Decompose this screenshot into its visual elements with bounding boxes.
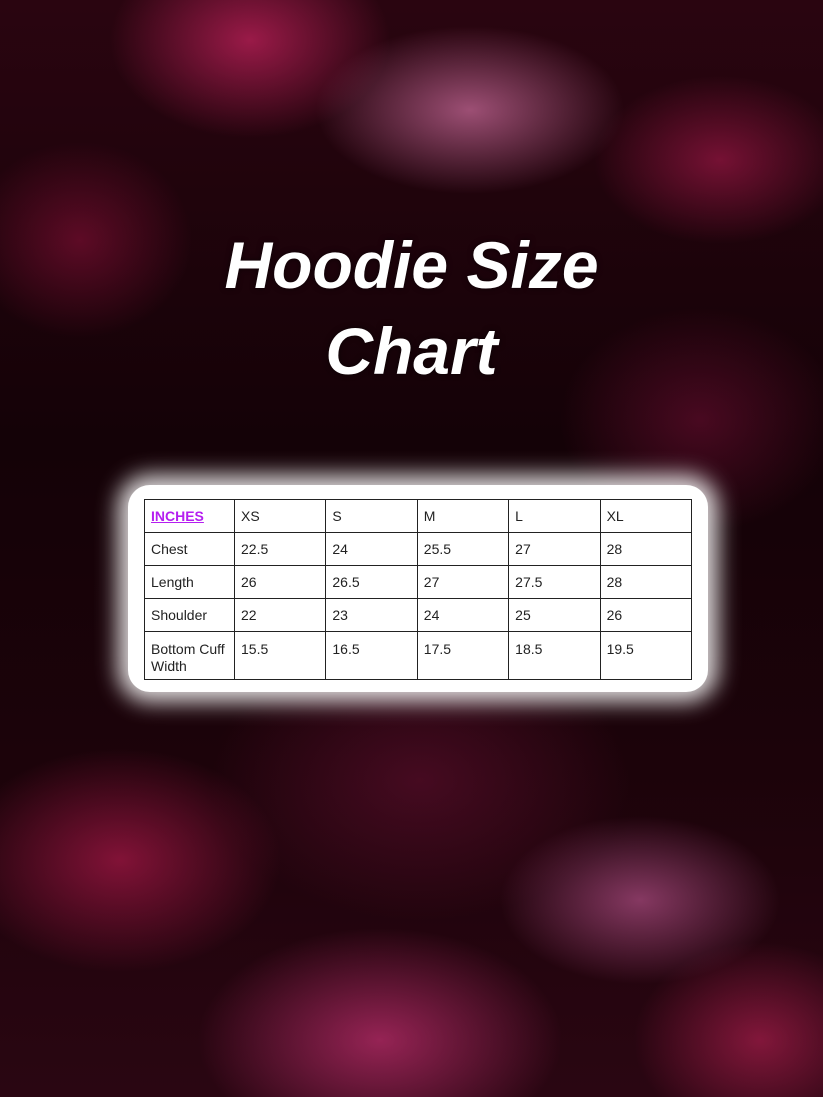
table-cell: 26 — [599, 598, 693, 632]
table-cell: 26 — [233, 565, 327, 599]
column-header: XL — [599, 499, 693, 533]
table-cell: 24 — [325, 532, 418, 566]
table-row: Bottom Cuff Width 15.5 16.5 17.5 18.5 19… — [144, 631, 693, 680]
row-label: Bottom Cuff Width — [144, 631, 235, 680]
row-label: Length — [144, 565, 235, 599]
table-cell: 24 — [416, 598, 510, 632]
table-cell: 28 — [599, 565, 693, 599]
table-cell: 25 — [508, 598, 601, 632]
size-table: INCHES XS S M L XL Chest 22.5 24 25.5 27… — [144, 499, 693, 680]
title-line-2: Chart — [325, 314, 498, 388]
row-label: Shoulder — [144, 598, 235, 632]
table-row: Shoulder 22 23 24 25 26 — [144, 598, 693, 632]
column-header: S — [325, 499, 418, 533]
table-cell: 18.5 — [508, 631, 601, 680]
unit-header: INCHES — [144, 499, 235, 533]
table-cell: 15.5 — [233, 631, 327, 680]
table-cell: 27 — [416, 565, 510, 599]
column-header: L — [508, 499, 601, 533]
table-cell: 28 — [599, 532, 693, 566]
table-cell: 27 — [508, 532, 601, 566]
table-cell: 27.5 — [508, 565, 601, 599]
table-row: Length 26 26.5 27 27.5 28 — [144, 565, 693, 599]
row-label: Chest — [144, 532, 235, 566]
table-cell: 16.5 — [325, 631, 418, 680]
column-header: M — [416, 499, 510, 533]
table-cell: 26.5 — [325, 565, 418, 599]
table-cell: 22.5 — [233, 532, 327, 566]
header-row: INCHES XS S M L XL — [144, 499, 693, 533]
table-row: Chest 22.5 24 25.5 27 28 — [144, 532, 693, 566]
table-cell: 25.5 — [416, 532, 510, 566]
column-header: XS — [233, 499, 327, 533]
table-cell: 19.5 — [599, 631, 693, 680]
title-line-1: Hoodie Size — [224, 228, 599, 302]
table-cell: 23 — [325, 598, 418, 632]
table-cell: 22 — [233, 598, 327, 632]
page-title: Hoodie Size Chart — [0, 222, 823, 394]
table-cell: 17.5 — [416, 631, 510, 680]
